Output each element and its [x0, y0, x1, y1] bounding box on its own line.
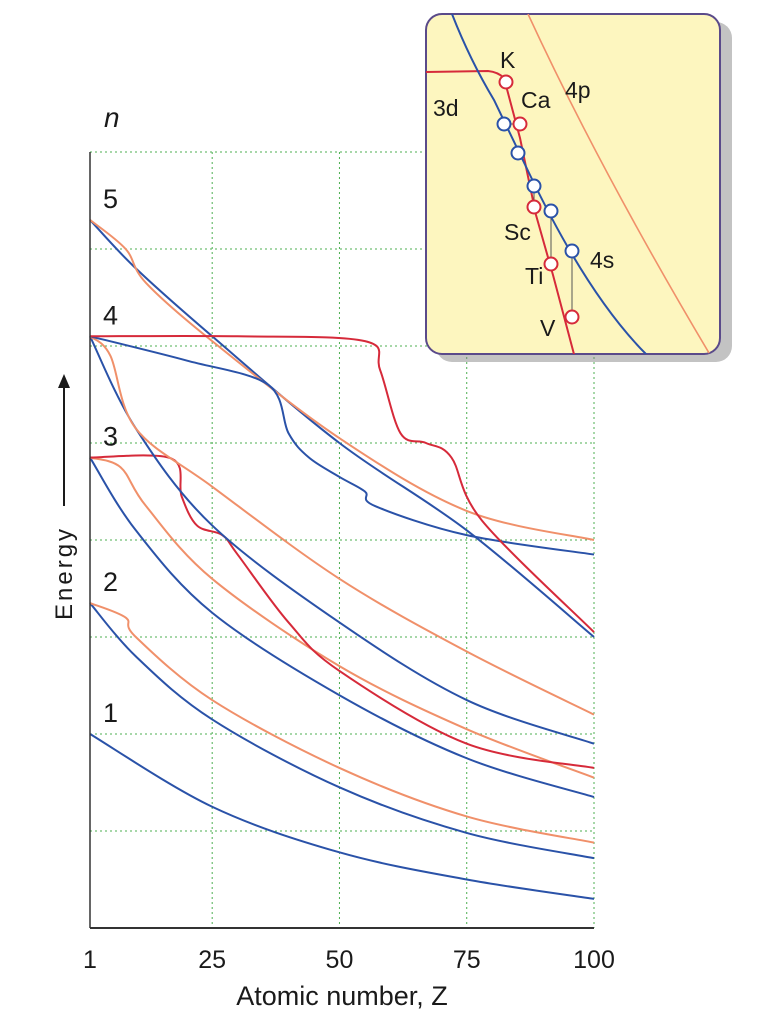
- inset-label-k: K: [500, 47, 516, 73]
- series-line-8: [89, 335, 595, 716]
- inset-panel: K Ca 3d 4p Sc Ti V 4s: [425, 13, 732, 362]
- shell-label: 2: [103, 567, 118, 597]
- series-line-5: [89, 456, 595, 779]
- series-line-12: [89, 334, 595, 633]
- inset-point-v-3d: [564, 309, 580, 325]
- inset-label-3d: 3d: [433, 95, 459, 121]
- inset-label-4p: 4p: [565, 77, 591, 103]
- inset-4p-line: [527, 14, 713, 354]
- inset-label-ca: Ca: [521, 87, 551, 113]
- series-line-11: [89, 335, 595, 556]
- inset-label-sc: Sc: [504, 219, 531, 245]
- shell-label: 1: [103, 698, 118, 728]
- x-tick-label: 100: [573, 946, 615, 974]
- y-axis-arrow-head: [58, 374, 70, 388]
- plot-area: [89, 151, 595, 929]
- inset-point-ti-4s: [543, 203, 559, 219]
- shell-label: 5: [103, 184, 118, 214]
- series-line-6: [89, 454, 595, 769]
- series-line-4: [89, 457, 595, 799]
- inset-point-ti-3d: [543, 256, 559, 272]
- inset-point-ca-3d: [512, 116, 528, 132]
- inset-label-4s: 4s: [590, 247, 614, 273]
- inset-point-k-3d: [498, 74, 514, 90]
- inset-point-sc-3d: [526, 199, 542, 215]
- shell-axis-label: n: [104, 102, 120, 133]
- x-tick-labels: 1 25 50 75 100: [83, 946, 615, 974]
- x-axis-label: Atomic number, Z: [236, 981, 448, 1011]
- inset-point-k-4s: [496, 116, 512, 132]
- series-lines: [89, 219, 595, 900]
- inset-label-v: V: [540, 315, 556, 341]
- series-line-2: [89, 602, 595, 860]
- inset-point-sc-4s: [526, 178, 542, 194]
- inset-point-v-4s: [564, 243, 580, 259]
- inset-point-ca-4s: [510, 145, 526, 161]
- x-tick-label: 1: [83, 946, 97, 974]
- shell-labels: 1 2 3 4 5: [103, 184, 118, 728]
- shell-label: 4: [103, 300, 118, 330]
- x-tick-label: 25: [198, 946, 226, 974]
- y-axis-label: Energy: [51, 526, 78, 620]
- series-line-3: [89, 602, 595, 844]
- inset-label-ti: Ti: [525, 263, 543, 289]
- series-line-10: [89, 219, 595, 541]
- shell-label: 3: [103, 422, 118, 452]
- y-axis-label-group: Energy: [51, 374, 78, 620]
- x-tick-label: 75: [453, 946, 481, 974]
- series-line-1: [89, 733, 595, 900]
- inset-3d-line: [426, 69, 576, 354]
- x-tick-label: 50: [326, 946, 354, 974]
